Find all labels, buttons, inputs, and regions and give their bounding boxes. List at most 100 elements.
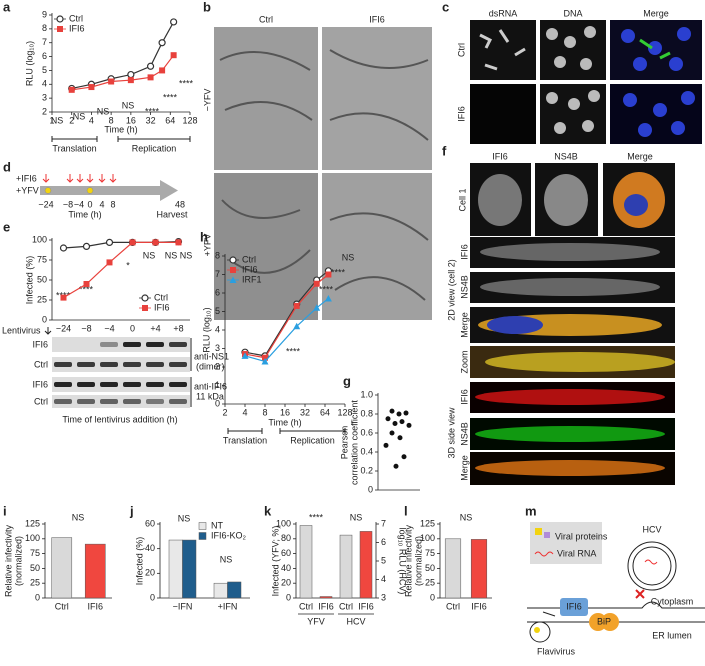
- y-tick-label: 25: [30, 578, 40, 588]
- x-tick-label: IFI6: [471, 601, 487, 611]
- blot-band: [169, 382, 187, 387]
- phase-label: Translation: [223, 435, 267, 445]
- y-tick-label: 100: [25, 533, 40, 543]
- annotation: NS: [51, 115, 64, 125]
- panel-letter: f: [442, 143, 447, 158]
- row-label: Merge: [459, 455, 469, 481]
- panel-m: Viral proteins Viral RNA HCV Cytoplasm I…: [527, 522, 705, 656]
- legend-label: IFI6: [242, 264, 258, 274]
- y-tick-label: 0.6: [360, 427, 373, 437]
- panel-letter: d: [3, 159, 11, 174]
- x-tick-label: IFI6: [358, 601, 374, 611]
- diagram-label: ER lumen: [652, 630, 692, 640]
- legend-label: Ctrl: [69, 13, 83, 23]
- axis-title: Pearson: [339, 426, 349, 460]
- legend-label: IRF1: [242, 274, 262, 284]
- row-label: IFI6: [459, 244, 469, 260]
- harvest-label: Harvest: [156, 209, 188, 219]
- marker: [60, 294, 67, 301]
- row-label: NS4B: [459, 422, 469, 446]
- annotation: ****: [319, 284, 334, 294]
- nuclei: [546, 26, 600, 134]
- row-label: Merge: [459, 312, 469, 338]
- row-label: −YFV: [202, 89, 212, 112]
- em-image: [214, 27, 318, 170]
- marker: [170, 52, 177, 59]
- stain: [639, 38, 671, 60]
- legend-label: IFI6: [154, 302, 170, 312]
- time-label: 4: [99, 199, 104, 209]
- axis-title: Time (h): [268, 417, 301, 427]
- annotation: NS: [220, 554, 233, 564]
- phase-label: Replication: [290, 435, 335, 445]
- y-tick-label: 0.8: [360, 408, 373, 418]
- annotation: NS: [178, 513, 191, 523]
- annotation: ****: [179, 78, 194, 88]
- bar: [51, 537, 73, 599]
- y-tick-label: 100: [276, 518, 291, 528]
- y-tick-label: 25: [425, 578, 435, 588]
- blot-strip: [52, 357, 190, 372]
- phase-label: Replication: [132, 143, 177, 153]
- y-tick-label: 6: [42, 51, 47, 61]
- panel-letter: c: [442, 0, 449, 14]
- antibody-label: 11 kDa: [196, 391, 224, 401]
- marker: [142, 305, 148, 311]
- group-label: YFV: [307, 616, 325, 626]
- y-tick-label: 0: [286, 592, 291, 602]
- blot-band: [100, 342, 118, 347]
- y-tick-label: 100: [420, 533, 435, 543]
- x-tick-label: 128: [337, 407, 352, 417]
- y-tick-label: 60: [145, 518, 155, 528]
- x-tick-label: 4: [242, 407, 247, 417]
- marker: [147, 74, 154, 81]
- x-tick-label: −8: [81, 323, 91, 333]
- marker: [108, 78, 115, 85]
- blot-band: [100, 382, 118, 387]
- y-tick-label: 2: [215, 361, 220, 371]
- time-label: 0: [87, 199, 92, 209]
- time-label: −24: [38, 199, 53, 209]
- bar: [168, 539, 183, 599]
- blot-band: [54, 362, 72, 367]
- marker: [262, 354, 268, 361]
- time-label: 48: [175, 199, 185, 209]
- blot-band: [123, 342, 141, 347]
- y-tick-label: 1.0: [360, 389, 373, 399]
- legend-label: IFI6: [69, 23, 85, 33]
- phase-bracket: [51, 136, 98, 142]
- x-tick-label: +IFN: [218, 601, 238, 611]
- legend-label: Ctrl: [154, 292, 168, 302]
- x-tick-label: Ctrl: [339, 601, 353, 611]
- panel-d: +IFI6 +YFV −24 −8 −4 0 4 8 48 Time (h) H…: [16, 173, 188, 219]
- y-tick-label: 125: [420, 518, 435, 528]
- y-tick-label: 4: [42, 79, 47, 89]
- y2-tick-label: 4: [381, 574, 386, 584]
- annotation: ****: [286, 346, 301, 356]
- marker: [313, 280, 320, 287]
- point: [399, 419, 405, 425]
- series-line: [71, 21, 175, 90]
- x-tick-label: 32: [300, 407, 310, 417]
- y-tick-label: 8: [42, 23, 47, 33]
- y-tick-label: 50: [37, 274, 47, 284]
- panel-f: IFI6 NS4B Merge Cell 1 IFI6 NS4B Merge Z…: [446, 151, 675, 485]
- marker: [106, 259, 113, 266]
- cell: [475, 426, 665, 442]
- bar: [182, 539, 197, 599]
- y-tick-label: 40: [281, 563, 291, 573]
- panel-letter: b: [203, 0, 211, 14]
- em-texture: [219, 49, 429, 301]
- legend-label: Ctrl: [242, 254, 256, 264]
- bar: [227, 581, 242, 599]
- treatment-label: +IFI6: [16, 173, 37, 183]
- bar: [299, 525, 313, 599]
- blot-row-label: Ctrl: [34, 359, 48, 369]
- panel-letter: e: [3, 219, 10, 234]
- marker: [241, 352, 249, 359]
- panel-letter: j: [129, 503, 134, 518]
- marker: [88, 84, 95, 91]
- x-tick-label: 8: [109, 115, 114, 125]
- y-tick-label: 6: [215, 287, 220, 297]
- y-tick-label: 50: [30, 563, 40, 573]
